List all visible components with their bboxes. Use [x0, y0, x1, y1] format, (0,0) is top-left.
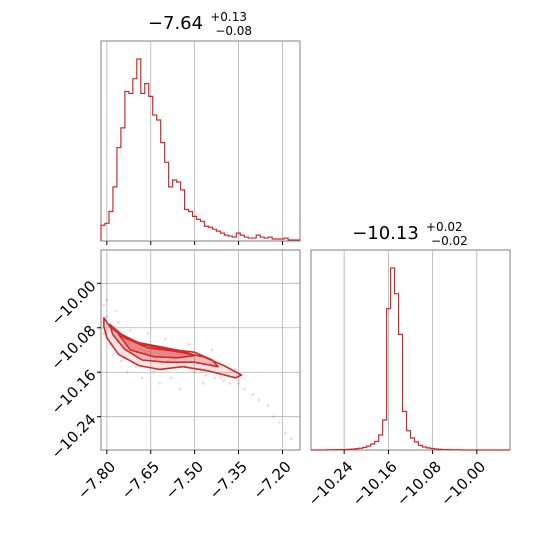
bottom-left-sample-point-1	[105, 315, 109, 319]
bottom-left-ytick-label-1: −10.08	[48, 322, 100, 374]
bottom-left-sample-point-43	[222, 379, 226, 382]
bottom-left-sample-point-28	[272, 415, 276, 419]
bottom-left-sample-point-14	[163, 337, 167, 341]
bottom-left-sample-point-29	[278, 420, 281, 424]
bottom-left-sample-point-24	[242, 387, 246, 391]
bottom-left-sample-point-32	[105, 298, 109, 302]
bottom-left-xtick-label-1: −7.65	[118, 458, 163, 503]
bottom-right-axis-frame	[310, 249, 511, 451]
top-left-title: −7.64 +0.13 −0.08	[148, 6, 252, 38]
bottom-left-ytick-label-0: −10.00	[48, 277, 100, 329]
bottom-left-sample-point-31	[289, 437, 293, 441]
bottom-left-sample-point-25	[251, 393, 255, 396]
bottom-left-sample-point-0	[102, 304, 106, 307]
bottom-left-contour-2	[117, 333, 196, 359]
bottom-left-sample-point-22	[228, 381, 232, 385]
bottom-right-xtick-label-2: −10.08	[393, 458, 445, 510]
bottom-right-title-minus: −0.02	[431, 234, 468, 248]
bottom-left-sample-point-21	[219, 376, 223, 380]
bottom-left-sample-point-15	[169, 376, 173, 380]
bottom-left-sample-point-27	[266, 404, 270, 407]
bottom-right-title: −10.13 +0.02 −0.02	[352, 216, 468, 248]
bottom-left-sample-point-30	[283, 431, 287, 435]
bottom-right-xtick-label-1: −10.16	[349, 458, 401, 510]
top-left-title-plus: +0.13	[210, 10, 247, 24]
bottom-left-sample-point-18	[193, 370, 197, 374]
bottom-left-sample-point-7	[125, 370, 129, 374]
bottom-left-sample-point-23	[234, 368, 238, 371]
bottom-left-xtick-label-4: −7.20	[250, 458, 295, 503]
top-left-title-value: −7.64	[148, 13, 203, 34]
bottom-left-sample-point-13	[158, 381, 161, 385]
bottom-left-sample-point-16	[178, 387, 182, 391]
bottom-right-histogram-line	[311, 267, 510, 451]
bottom-left-ytick-label-3: −10.24	[48, 410, 100, 462]
bottom-left-sample-point-17	[187, 343, 191, 346]
bottom-left-sample-point-2	[102, 331, 106, 335]
bottom-left-sample-point-5	[114, 309, 118, 313]
bottom-right-xtick-label-0: −10.24	[305, 458, 357, 510]
top-left-title-minus: −0.08	[215, 24, 252, 38]
bottom-left-xtick-label-0: −7.80	[74, 458, 119, 503]
bottom-left-sample-point-19	[202, 381, 205, 385]
bottom-left-sample-point-6	[120, 359, 123, 363]
bottom-left-sample-point-44	[237, 381, 240, 385]
bottom-left-xtick-label-2: −7.50	[162, 458, 207, 503]
top-left-axis-frame	[100, 40, 301, 242]
bottom-left-sample-point-10	[140, 376, 144, 380]
bottom-left-sample-point-9	[134, 365, 138, 369]
bottom-left-sample-point-11	[146, 331, 150, 335]
bottom-right-title-plus: +0.02	[426, 220, 463, 234]
bottom-left-sample-point-41	[204, 373, 208, 377]
bottom-right-title-value: −10.13	[352, 223, 419, 244]
bottom-left-sample-point-8	[128, 329, 132, 332]
bottom-left-sample-point-38	[175, 362, 179, 366]
bottom-left-contour-0	[103, 316, 243, 379]
bottom-left-sample-point-4	[111, 354, 115, 357]
bottom-left-axis-frame	[100, 249, 301, 451]
bottom-left-sample-point-33	[117, 320, 120, 324]
bottom-left-sample-point-26	[257, 398, 261, 402]
bottom-right-xtick-label-3: −10.00	[437, 458, 489, 510]
bottom-left-xtick-label-3: −7.35	[206, 458, 251, 503]
panel-top-left-histogram: −7.64 +0.13 −0.08	[100, 6, 301, 245]
bottom-left-sample-point-42	[213, 376, 217, 380]
top-left-histogram-line	[100, 58, 300, 241]
bottom-left-sample-point-12	[152, 370, 156, 374]
panel-bottom-left-contour: −7.80−7.65−7.50−7.35−7.20 −10.00−10.08−1…	[48, 249, 301, 503]
panel-bottom-right-histogram: −10.24−10.16−10.08−10.00 −10.13 +0.02 −0…	[305, 216, 511, 510]
bottom-left-sample-point-20	[210, 348, 214, 352]
bottom-left-ytick-label-2: −10.16	[48, 366, 100, 418]
